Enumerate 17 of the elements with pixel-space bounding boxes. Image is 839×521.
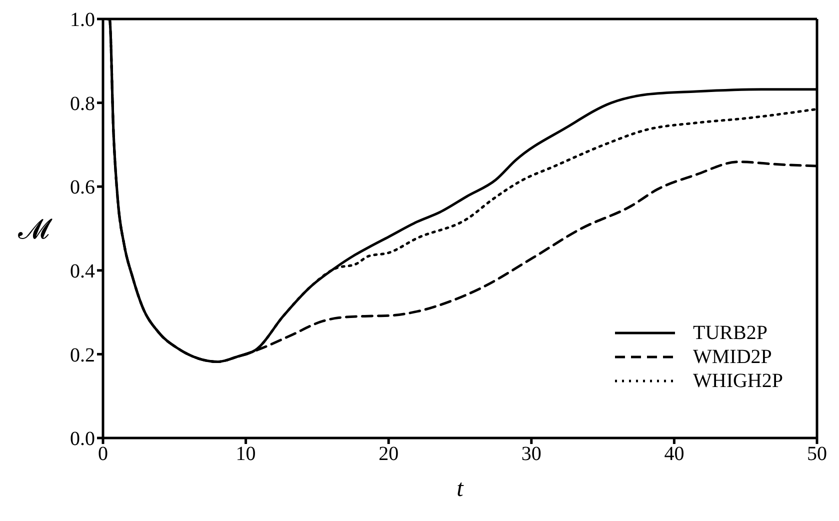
x-tick-label: 50 — [807, 443, 827, 466]
y-tick-label: 1.0 — [70, 9, 95, 32]
legend-label: TURB2P — [693, 321, 768, 345]
y-tick-label: 0.4 — [70, 260, 95, 282]
x-tick-label: 0 — [98, 443, 108, 466]
y-tick-label: 0.0 — [70, 428, 95, 450]
y-tick-label: 0.6 — [70, 176, 95, 199]
x-tick-label: 20 — [378, 443, 399, 466]
x-axis-title: t — [456, 476, 465, 502]
x-tick-label: 10 — [236, 443, 256, 466]
x-tick-label: 30 — [521, 443, 542, 466]
x-tick-label: 40 — [664, 443, 684, 466]
y-axis-title: 𝓜 — [18, 212, 53, 246]
y-tick-label: 0.2 — [70, 344, 95, 366]
y-tick-label: 0.8 — [70, 92, 95, 115]
legend-label: WHIGH2P — [693, 369, 783, 393]
legend-label: WMID2P — [693, 345, 772, 369]
